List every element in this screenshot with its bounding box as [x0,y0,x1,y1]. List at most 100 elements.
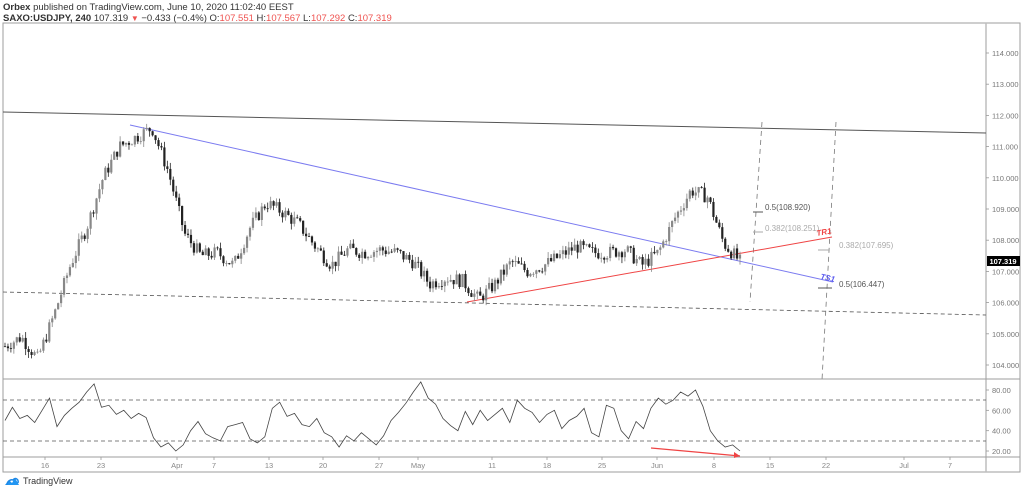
candle-body [609,246,612,259]
candle-body [89,212,92,229]
candle-body [405,254,408,260]
candle-body [195,243,198,253]
rsi-axis-label: 80.00 [992,386,1011,395]
time-axis-label: 11 [488,461,496,470]
candle-body [614,248,618,257]
candle-body [440,286,443,287]
candle-body [691,190,694,196]
tradingview-footer[interactable]: TradingView [4,476,73,486]
candle-body [526,270,529,277]
price-axis-label: 104.000 [992,361,1019,370]
candle-body [682,208,686,211]
candle-body [653,251,656,254]
candle-body [364,251,367,259]
candle-body [650,251,653,266]
publish-text: published on TradingView.com, June 10, 2… [33,2,294,13]
fib-label-1: 0.382(108.251) [765,224,820,233]
candle-body [606,258,609,260]
tr1-trendline[interactable] [466,236,833,303]
candle-body [207,248,210,256]
candle-body [6,346,10,349]
candle-body [51,318,54,323]
ts1-trendline[interactable] [129,124,834,283]
candle-body [555,253,559,258]
candle-body [552,253,556,262]
candle-body [101,180,104,190]
candle-body [313,242,317,249]
candle-body [222,256,225,264]
drawings-layer: 0.5(108.920) 0.382(108.251) 0.382(107.69… [2,111,987,381]
candle-body [706,197,709,203]
candle-body [428,281,432,289]
candle-body [278,202,281,213]
rsi-divergence-line[interactable] [650,447,741,457]
rsi-line[interactable] [4,381,741,452]
dashed-support-line[interactable] [2,291,987,316]
candle-body [582,241,585,246]
vertical-dashed-line-2[interactable] [821,121,837,381]
candle-body [337,251,340,267]
rsi-axis-label: 40.00 [992,427,1011,436]
symbol-label[interactable]: SAXO:USDJPY, 240 [3,13,92,24]
candle-body [564,250,567,255]
price-axis-label: 108.000 [992,236,1019,245]
time-axis-label: 25 [598,461,606,470]
price-candles[interactable] [3,123,742,359]
candle-body [381,247,384,251]
candle-body [349,243,352,249]
candle-body [724,238,727,249]
candle-body [499,269,503,284]
candle-body [671,221,674,228]
candle-body [42,339,45,351]
price-axis-label: 112.000 [992,111,1019,120]
candle-body [65,275,69,279]
time-axis[interactable]: 16 23 Apr 7 13 20 27 May 11 18 25 Jun 8 15 22 Jul 7 [41,457,952,470]
candle-body [119,141,122,157]
candle-body [62,278,66,295]
candle-body [296,217,299,219]
candle-body [189,234,193,244]
candle-body [712,201,715,217]
candle-body [597,253,600,259]
candle-body [588,244,591,248]
time-axis-label: 7 [212,461,216,470]
publish-info: Orbex published on TradingView.com, June… [3,2,294,13]
price-axis-label: 106.000 [992,299,1019,308]
time-axis-label: 18 [543,461,551,470]
candle-body [482,295,485,301]
time-axis-label: 13 [265,461,273,470]
candle-body [375,250,379,253]
candle-body [417,261,420,263]
candle-body [74,255,77,263]
resistance-line[interactable] [2,111,987,134]
candle-body [302,220,305,234]
candle-body [402,251,405,260]
candle-body [107,167,110,173]
candle-body [80,235,83,240]
candle-body [384,250,387,254]
time-axis-label: 27 [375,461,383,470]
candle-body [231,260,234,265]
candle-body [735,248,739,259]
candle-body [721,227,724,239]
candle-body [700,187,703,188]
candle-body [71,262,74,268]
candle-body [39,350,42,352]
candle-body [685,198,688,209]
candle-body [116,151,119,157]
candle-body [496,279,500,284]
candle-body [121,141,125,145]
candle-body [490,282,494,292]
low-label: L: [303,13,311,24]
candle-body [166,166,169,169]
price-axis[interactable]: 114.000 113.000 112.000 111.000 110.000 109.0… [986,49,1019,370]
rsi-axis[interactable]: 80.00 60.00 40.00 20.00 [986,386,1011,456]
candle-body [538,270,541,272]
candle-body [86,228,89,239]
candle-body [216,247,219,249]
candle-body [204,248,207,256]
candle-body [437,286,441,288]
candle-body [697,187,700,193]
candle-body [473,293,476,297]
